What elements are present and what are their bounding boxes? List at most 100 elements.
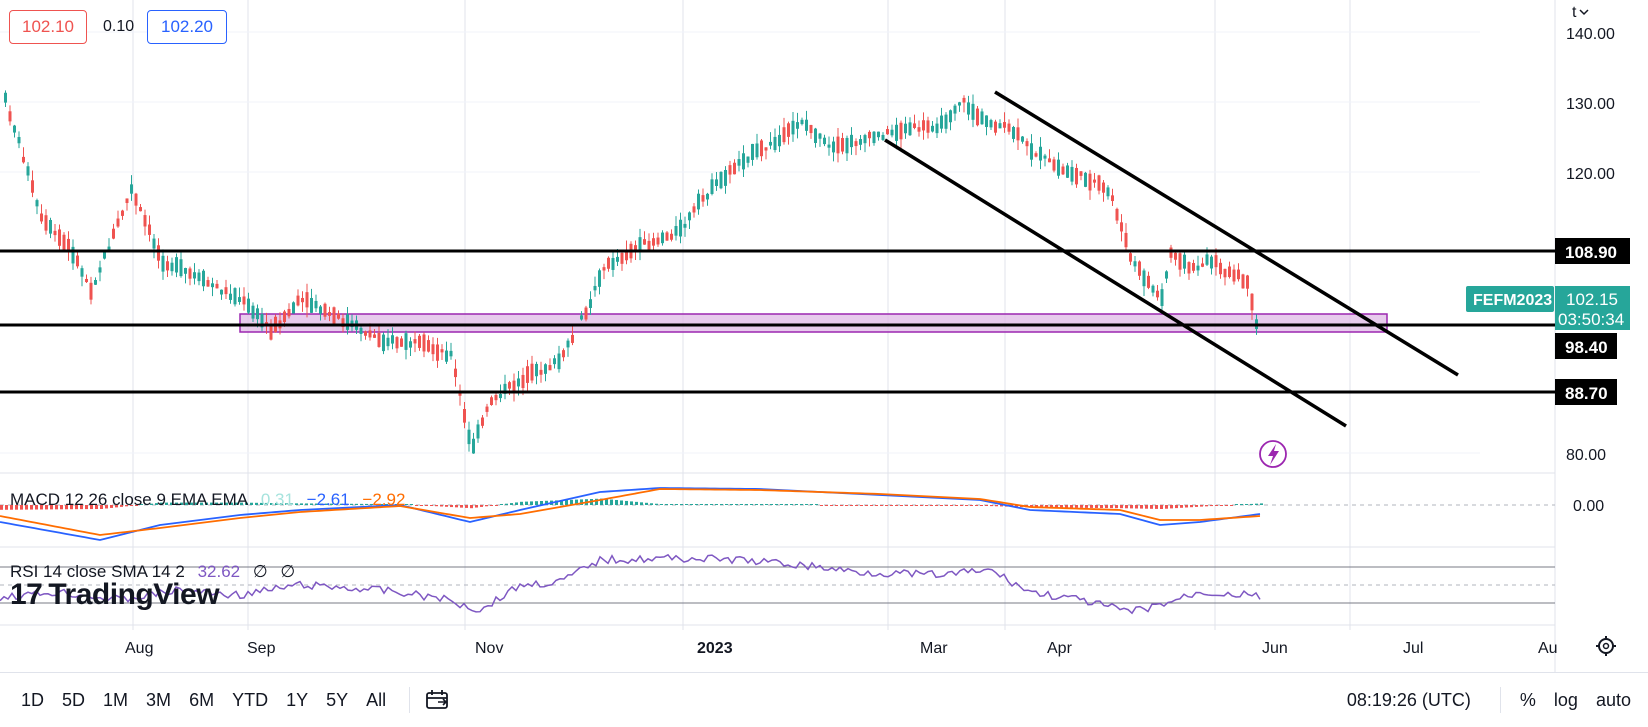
candle-body (535, 363, 538, 377)
svg-text:FEFM2023: FEFM2023 (1473, 292, 1552, 309)
candle-body (836, 136, 840, 154)
candle-body (1192, 263, 1195, 271)
event-bolt-icon[interactable] (1259, 440, 1287, 468)
candle-body (134, 193, 138, 206)
macd-histogram-bar (40, 505, 43, 510)
candle-body (778, 134, 781, 147)
price-chart[interactable]: t 140.00 130.00 120.00 80.00 0.00 108.90… (0, 0, 1648, 672)
macd-histogram-bar (210, 502, 213, 505)
candle-body (1102, 182, 1105, 193)
candle-body (373, 334, 376, 338)
candle-body (827, 144, 831, 148)
currency-label[interactable]: t (1572, 4, 1577, 21)
auto-scale-toggle[interactable]: auto (1595, 689, 1631, 710)
macd-histogram-bar (605, 499, 608, 505)
candle-body (908, 122, 912, 136)
candle-body (1061, 166, 1065, 175)
candle-body (8, 111, 12, 122)
macd-histogram-bar (820, 505, 823, 506)
candle-body (319, 306, 322, 314)
macd-histogram-bar (375, 504, 378, 505)
support-zone[interactable] (239, 313, 1388, 333)
macd-histogram-bar (1220, 505, 1223, 506)
range-selector: 1D 5D 1M 3M 6M YTD 1Y 5Y All (12, 690, 395, 711)
candle-body (809, 124, 813, 134)
candle-body (1183, 254, 1186, 269)
macd-histogram-bar (975, 505, 978, 506)
macd-histogram-bar (825, 505, 828, 506)
macd-histogram-bar (1140, 505, 1143, 509)
macd-histogram-bar (640, 502, 643, 505)
date-range-calendar-icon[interactable] (424, 688, 452, 712)
chevron-down-icon[interactable] (1579, 9, 1589, 16)
macd-legend[interactable]: MACD 12 26 close 9 EMA EMA 0.31 −2.61 −2… (10, 490, 413, 510)
macd-histogram-bar (1065, 505, 1068, 508)
range-all-button[interactable]: All (366, 689, 387, 710)
candle-body (832, 141, 835, 153)
macd-histogram-bar (215, 502, 218, 505)
macd-histogram-bar (1230, 505, 1233, 506)
range-5d-button[interactable]: 5D (62, 689, 86, 710)
candle-body (67, 238, 70, 253)
upper-channel-line[interactable] (994, 90, 1459, 377)
rsi-legend[interactable]: RSI 14 close SMA 14 2 32.62 ∅ ∅ (10, 562, 303, 582)
rsi-line (0, 553, 1261, 615)
macd-histogram-bar (430, 505, 433, 506)
candle-body (544, 364, 547, 374)
level-label-98-40: 98.40 (1555, 333, 1617, 359)
range-ytd-button[interactable]: YTD (232, 689, 269, 710)
range-5y-button[interactable]: 5Y (326, 689, 349, 710)
candle-body (737, 159, 741, 166)
candle-body (1012, 126, 1015, 139)
spread-value: 0.10 (103, 18, 135, 35)
candle-body (1201, 263, 1204, 267)
log-scale-toggle[interactable]: log (1553, 689, 1578, 710)
range-3m-button[interactable]: 3M (146, 689, 172, 710)
bid-price-box[interactable]: 102.10 (9, 10, 87, 44)
candle-body (449, 350, 453, 357)
lower-channel-line[interactable] (884, 138, 1347, 428)
candle-body (22, 156, 25, 163)
utc-clock[interactable]: 08:19:26 (UTC) (1346, 689, 1471, 710)
time-label: Aug (125, 640, 153, 657)
macd-histogram-bar (705, 504, 708, 505)
macd-histogram-bar (715, 504, 718, 505)
candle-body (1142, 270, 1146, 287)
macd-histogram-bar (1090, 505, 1093, 508)
candle-body (35, 200, 39, 207)
candle-body (1075, 167, 1078, 185)
macd-histogram-bar (995, 505, 998, 507)
candle-body (728, 165, 732, 175)
macd-histogram-bar (450, 505, 453, 508)
candle-body (71, 246, 75, 264)
rsi-extra-value: ∅ (252, 562, 268, 581)
candle-body (85, 278, 88, 283)
range-6m-button[interactable]: 6M (189, 689, 215, 710)
ask-price-box[interactable]: 102.20 (147, 10, 227, 44)
candle-body (1079, 171, 1083, 176)
macd-histogram-bar (920, 505, 923, 506)
percent-scale-toggle[interactable]: % (1519, 689, 1536, 710)
macd-histogram-bar (170, 502, 173, 505)
time-label: Jun (1262, 640, 1288, 657)
candle-body (1156, 290, 1159, 298)
range-1y-button[interactable]: 1Y (286, 689, 309, 710)
candle-body (337, 313, 340, 319)
candle-body (1187, 262, 1191, 274)
macd-line (0, 487, 1261, 541)
candle-body (607, 257, 610, 269)
macd-histogram-bar (660, 504, 663, 505)
candle-body (697, 193, 700, 210)
settings-gear-icon[interactable] (1596, 636, 1616, 656)
candle-body (310, 297, 313, 313)
candle-body (904, 123, 907, 134)
symbol-tag[interactable]: FEFM2023 (1466, 286, 1554, 312)
macd-histogram-bar (55, 505, 58, 510)
candle-body (1232, 269, 1236, 282)
last-price-label: 102.15 03:50:34 (1555, 286, 1630, 330)
range-1m-button[interactable]: 1M (103, 689, 129, 710)
range-1d-button[interactable]: 1D (21, 689, 45, 710)
candle-body (152, 238, 156, 249)
macd-histogram-bar (70, 505, 73, 510)
tradingview-logo[interactable]: 17 TradingView (10, 578, 220, 612)
